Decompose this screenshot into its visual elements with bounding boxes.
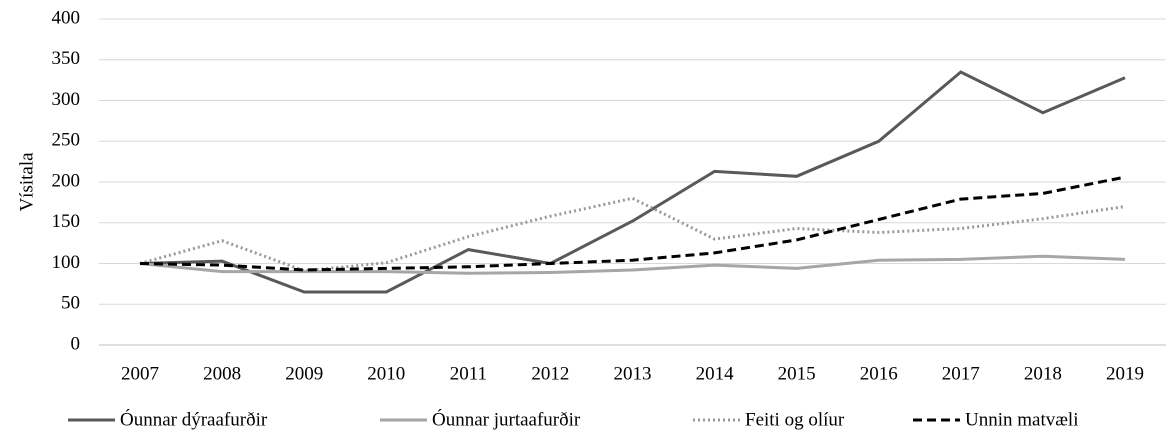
- series-line: [139, 70, 1126, 294]
- x-tick-label: 2011: [450, 363, 487, 384]
- x-tick-label: 2009: [285, 363, 323, 384]
- y-tick-label: 300: [52, 89, 81, 110]
- x-tick-label: 2019: [1106, 363, 1144, 384]
- y-tick-label: 150: [52, 211, 81, 232]
- legend-label: Feiti og olíur: [745, 409, 845, 430]
- x-tick-label: 2010: [367, 363, 405, 384]
- x-tick-label: 2014: [696, 363, 735, 384]
- y-tick-label: 350: [52, 48, 81, 69]
- x-tick-label: 2012: [531, 363, 569, 384]
- y-tick-label: 0: [71, 333, 81, 354]
- x-tick-label: 2013: [614, 363, 652, 384]
- x-tick-label: 2015: [778, 363, 816, 384]
- series-line: [139, 175, 1126, 272]
- y-tick-label: 50: [61, 293, 80, 314]
- legend-label: Óunnar jurtaafurðir: [432, 408, 581, 430]
- x-tick-label: 2007: [121, 363, 159, 384]
- legend-label: Óunnar dýraafurðir: [120, 408, 268, 430]
- x-tick-label: 2008: [203, 363, 241, 384]
- y-tick-label: 100: [52, 252, 81, 273]
- legend-label: Unnin matvæli: [965, 409, 1078, 430]
- y-tick-label: 250: [52, 130, 81, 151]
- x-tick-label: 2018: [1024, 363, 1062, 384]
- y-axis-label: Vísitala: [16, 152, 37, 212]
- y-tick-label: 400: [52, 7, 81, 28]
- series-line: [139, 254, 1126, 275]
- y-tick-label: 200: [52, 170, 81, 191]
- x-tick-label: 2017: [942, 363, 980, 384]
- x-tick-label: 2016: [860, 363, 898, 384]
